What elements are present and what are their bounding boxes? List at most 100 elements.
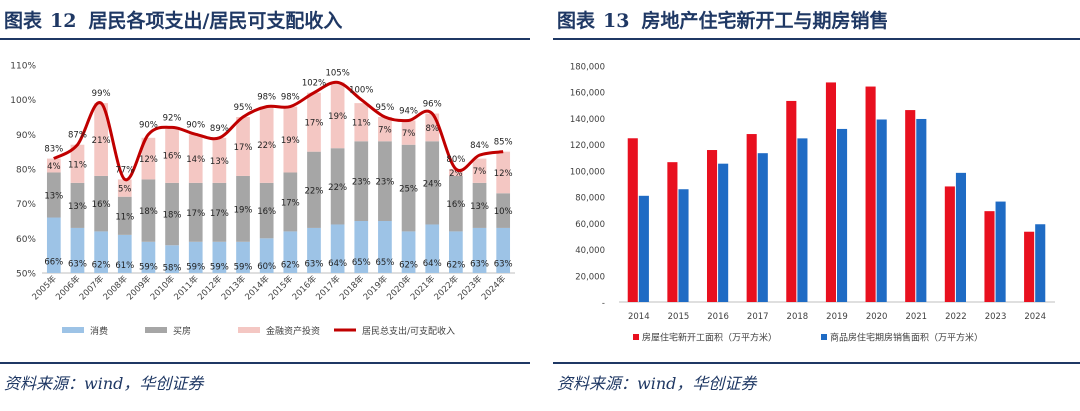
bar-segment-金融资产投资 <box>117 179 132 197</box>
bar-data-label: 13% <box>470 202 489 212</box>
bar-data-label: 7% <box>473 167 487 177</box>
bar-data-label: 13% <box>44 192 63 202</box>
line-data-label: 94% <box>399 106 418 116</box>
y-tick-label: 20,000 <box>575 272 605 282</box>
bar-new-starts <box>865 86 876 302</box>
bar-data-label: 11% <box>115 212 134 222</box>
bar-new-starts <box>746 134 757 302</box>
bar-segment-买房 <box>378 141 392 221</box>
bar-segment-消费 <box>70 227 85 273</box>
x-tick-label: 2020年 <box>385 273 414 302</box>
bar-segment-金融资产投资 <box>94 103 108 176</box>
y-tick-label: 60% <box>16 235 36 245</box>
bar-data-label: 4% <box>47 162 61 172</box>
x-tick-label: 2011年 <box>172 273 201 302</box>
bar-new-starts <box>905 110 916 302</box>
bar-segment-金融资产投资 <box>283 106 298 173</box>
x-tick-label: 2024年 <box>479 273 508 302</box>
bar-new-starts <box>944 186 955 302</box>
bar-presale <box>876 119 887 302</box>
x-tick-label: 2009年 <box>124 273 153 302</box>
bar-new-starts <box>825 82 836 302</box>
bar-presale <box>638 195 649 302</box>
bar-segment-消费 <box>330 224 345 273</box>
source-rule <box>0 362 530 364</box>
bar-new-starts <box>706 150 718 302</box>
title-rule <box>553 38 1080 40</box>
bar-segment-买房 <box>259 182 274 239</box>
line-data-label: 90% <box>186 120 205 130</box>
bar-segment-金融资产投资 <box>472 158 487 183</box>
bar-data-label: 59% <box>210 263 229 273</box>
source-note: 资料来源：wind，华创证券 <box>557 374 757 393</box>
bar-data-label: 63% <box>470 260 489 270</box>
y-tick-label: 100% <box>10 96 36 106</box>
legend-swatch <box>633 334 639 340</box>
y-tick-label: 70% <box>16 200 36 210</box>
bar-data-label: 19% <box>281 136 300 146</box>
bar-data-label: 8% <box>425 124 439 134</box>
bar-data-label: 60% <box>257 262 276 272</box>
line-data-label: 98% <box>281 93 300 103</box>
bar-segment-买房 <box>354 141 369 221</box>
line-data-label: 98% <box>257 93 276 103</box>
bar-segment-买房 <box>307 151 321 228</box>
x-tick-label: 2012年 <box>195 273 224 302</box>
bar-segment-消费 <box>141 241 156 273</box>
bar-segment-消费 <box>496 227 511 273</box>
bar-segment-买房 <box>70 182 85 228</box>
line-data-label: 83% <box>44 145 63 155</box>
line-data-label: 95% <box>375 103 394 113</box>
x-tick-label: 2017 <box>747 312 769 322</box>
bar-segment-消费 <box>401 231 416 273</box>
bar-segment-买房 <box>212 182 227 242</box>
bar-segment-金融资产投资 <box>259 106 274 183</box>
line-data-label: 89% <box>210 124 229 134</box>
y-tick-label: 120,000 <box>570 141 605 151</box>
bar-new-starts <box>984 211 995 302</box>
bar-segment-金融资产投资 <box>212 137 227 183</box>
bar-data-label: 62% <box>281 260 300 270</box>
bar-segment-买房 <box>283 172 298 232</box>
bar-data-label: 65% <box>352 258 371 268</box>
bar-data-label: 63% <box>305 260 324 270</box>
bar-data-label: 62% <box>92 260 111 270</box>
bar-presale <box>837 128 848 302</box>
chart-title: 图表 13 房地产住宅新开工与期房销售 <box>557 4 888 38</box>
y-tick-label: 50% <box>16 270 36 280</box>
bar-presale <box>1035 224 1046 302</box>
bar-presale <box>797 138 808 302</box>
x-tick-label: 2018 <box>787 312 809 322</box>
stacked-bar-line-chart: 50% 60% 70% 80% 90% 100% 110% 66% 13% 4% 63% 13% 11%… <box>10 62 515 337</box>
legend-label: 消费 <box>90 325 108 337</box>
chart-title: 图表 12 居民各项支出/居民可支配收入 <box>4 4 342 38</box>
y-tick-label: 100,000 <box>570 167 605 177</box>
bar-data-label: 65% <box>375 258 394 268</box>
bar-segment-消费 <box>425 224 440 273</box>
line-data-label: 95% <box>234 103 253 113</box>
x-tick-label: 2015 <box>668 312 690 322</box>
bar-segment-消费 <box>94 231 108 273</box>
bar-segment-金融资产投资 <box>449 169 463 176</box>
bar-data-label: 17% <box>281 198 300 208</box>
title-number: 13 <box>603 10 630 32</box>
x-tick-label: 2019年 <box>361 273 390 302</box>
bar-data-label: 7% <box>402 129 416 139</box>
bar-data-label: 61% <box>115 261 134 271</box>
bar-data-label: 24% <box>423 179 442 189</box>
bar-data-label: 2% <box>449 169 463 179</box>
x-tick-label: 2006年 <box>54 273 83 302</box>
title-rule <box>0 38 530 40</box>
title-prefix: 图表 <box>4 10 43 32</box>
bar-segment-消费 <box>188 241 203 273</box>
line-data-label: 99% <box>92 89 111 99</box>
bar-segment-金融资产投资 <box>165 127 179 183</box>
bar-data-label: 17% <box>234 143 253 153</box>
y-tick-label: 180,000 <box>570 63 605 73</box>
y-tick-label: 140,000 <box>570 115 605 125</box>
legend-label: 金融资产投资 <box>266 325 320 337</box>
bar-data-label: 17% <box>305 119 324 129</box>
bar-data-label: 17% <box>210 209 229 219</box>
bar-segment-金融资产投资 <box>330 82 345 149</box>
line-data-label: 96% <box>423 100 442 110</box>
